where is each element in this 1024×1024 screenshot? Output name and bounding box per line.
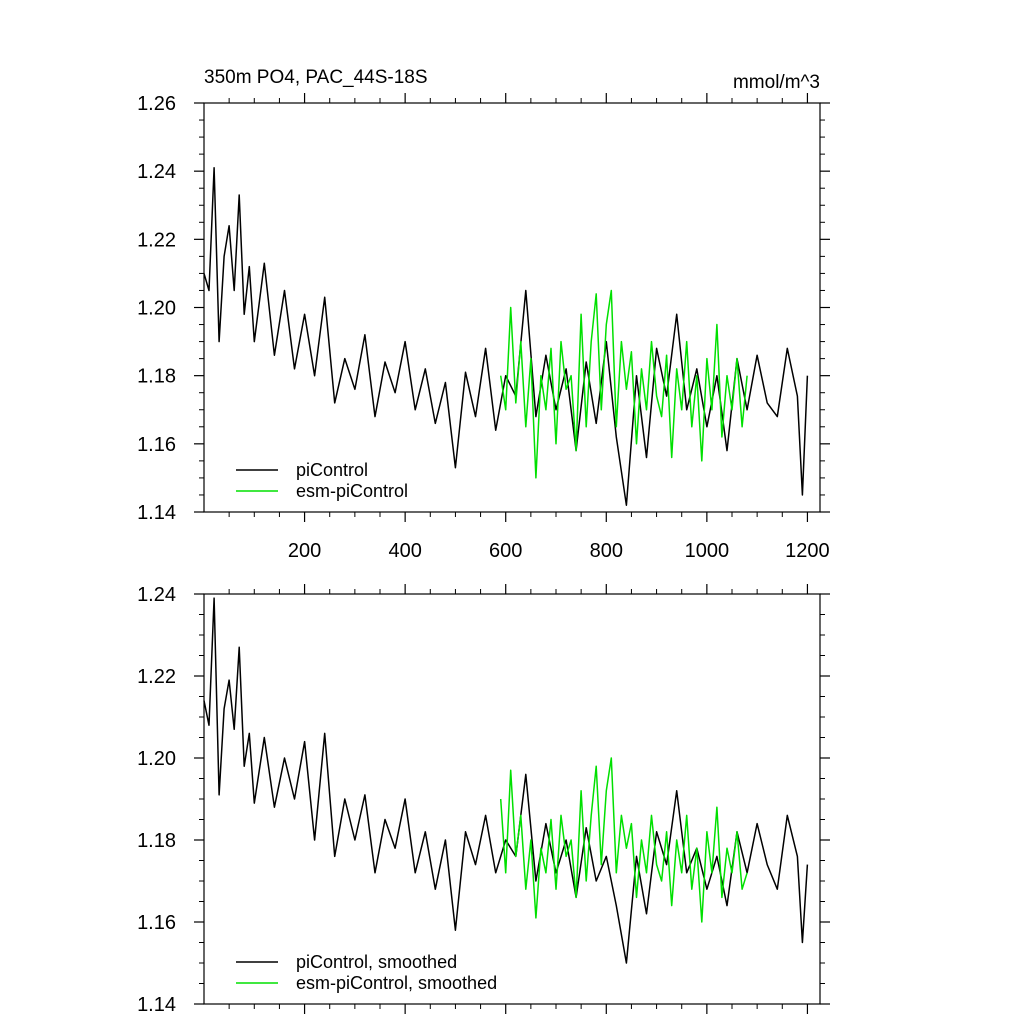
bottom-panel-series <box>203 597 809 964</box>
y-tick-label: 1.18 <box>137 830 176 852</box>
series-line-esm-picontrol-smoothed <box>499 757 748 923</box>
bottom-panel-ticks: 1.14 1.16 1.18 1.20 1.22 1.24 <box>137 584 830 1016</box>
legend-label-picontrol-smoothed: piControl, smoothed <box>296 952 457 972</box>
x-tick-label: 600 <box>489 540 522 562</box>
top-panel-units: mmol/m^3 <box>733 72 820 93</box>
series-line-picontrol-smoothed <box>203 597 809 964</box>
x-tick-label: 800 <box>590 540 623 562</box>
top-panel-legend: piControl esm-piControl <box>236 460 408 501</box>
y-tick-label: 1.16 <box>137 912 176 934</box>
y-tick-label: 1.14 <box>137 502 176 524</box>
y-tick-label: 1.20 <box>137 298 176 320</box>
legend-label-esm-picontrol-smoothed: esm-piControl, smoothed <box>296 973 497 993</box>
x-tick-label: 200 <box>288 540 321 562</box>
y-tick-label: 1.24 <box>137 584 176 606</box>
series-line-esm-picontrol <box>499 289 748 479</box>
top-panel: 350m PO4, PAC_44S-18S mmol/m^3 200 400 600… <box>137 67 830 562</box>
y-tick-label: 1.22 <box>137 229 176 251</box>
bottom-panel-legend: piControl, smoothed esm-piControl, smoot… <box>236 952 497 993</box>
bottom-panel: 1.14 1.16 1.18 1.20 1.22 1.24 piControl, smoo… <box>137 584 830 1016</box>
y-tick-label: 1.20 <box>137 748 176 770</box>
y-tick-label: 1.26 <box>137 93 176 115</box>
series-line-picontrol <box>203 167 809 506</box>
x-tick-label: 400 <box>388 540 421 562</box>
y-tick-label: 1.18 <box>137 366 176 388</box>
x-tick-label: 1200 <box>785 540 830 562</box>
top-panel-ticks: 200 400 600 800 1000 1200 1.14 1.16 1.18 1.20 1.22… <box>137 93 830 562</box>
top-panel-series <box>203 167 809 506</box>
y-tick-label: 1.14 <box>137 994 176 1016</box>
y-tick-label: 1.22 <box>137 666 176 688</box>
y-tick-label: 1.16 <box>137 434 176 456</box>
top-panel-title: 350m PO4, PAC_44S-18S <box>204 67 428 88</box>
legend-label-esm-picontrol: esm-piControl <box>296 481 408 501</box>
x-tick-label: 1000 <box>685 540 730 562</box>
y-tick-label: 1.24 <box>137 161 176 183</box>
legend-label-picontrol: piControl <box>296 460 368 480</box>
